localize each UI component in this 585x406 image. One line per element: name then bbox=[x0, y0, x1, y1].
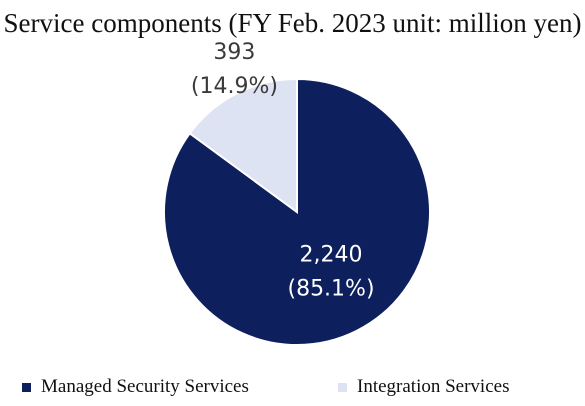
slice-value-label: 2,240 bbox=[300, 242, 363, 267]
legend-swatch bbox=[338, 382, 347, 392]
legend-label: Managed Security Services bbox=[41, 376, 249, 397]
slice-value-label: 393 bbox=[213, 40, 255, 65]
pie-slices bbox=[163, 77, 431, 346]
legend-item-managed-security: Managed Security Services bbox=[22, 376, 249, 398]
pie-labels: 2,240 (85.1%) 393 (14.9%) bbox=[191, 40, 375, 301]
legend-item-integration: Integration Services bbox=[338, 376, 509, 398]
legend: Managed Security Services Integration Se… bbox=[0, 376, 585, 400]
chart-title: Service components (FY Feb. 2023 unit: m… bbox=[3, 8, 582, 38]
legend-swatch bbox=[22, 382, 31, 392]
slice-percent-label: (14.9%) bbox=[191, 74, 278, 99]
slice-percent-label: (85.1%) bbox=[287, 276, 374, 301]
pie-slice-integration bbox=[188, 77, 298, 214]
legend-label: Integration Services bbox=[357, 376, 510, 397]
pie-slice-managed-security bbox=[163, 77, 431, 346]
